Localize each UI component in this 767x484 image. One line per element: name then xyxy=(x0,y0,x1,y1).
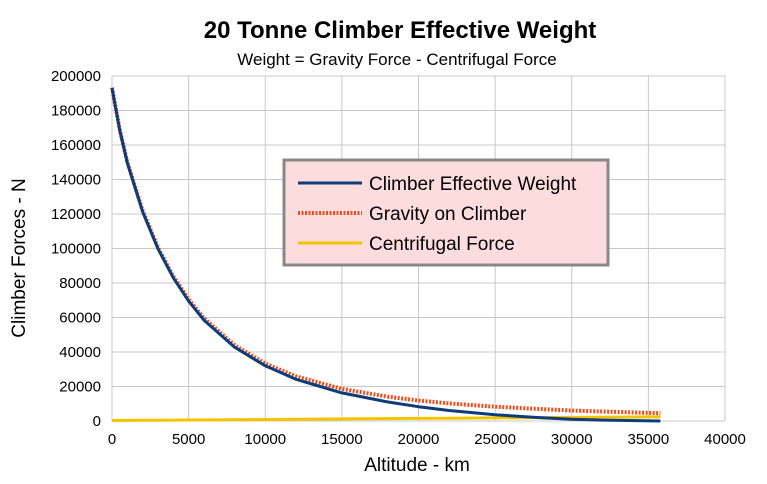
y-tick-label: 140000 xyxy=(51,172,101,189)
y-tick-label: 40000 xyxy=(59,344,101,361)
y-tick-label: 0 xyxy=(93,413,101,430)
y-tick-label: 100000 xyxy=(51,241,101,258)
x-tick-label: 5000 xyxy=(172,431,205,448)
x-tick-label: 30000 xyxy=(551,431,593,448)
y-tick-label: 160000 xyxy=(51,137,101,154)
y-tick-label: 120000 xyxy=(51,206,101,223)
legend-label-centrifugal-force: Centrifugal Force xyxy=(369,234,515,255)
x-tick-label: 35000 xyxy=(628,431,670,448)
x-axis-ticks: 0 5000 10000 15000 20000 25000 30000 35000 40000 xyxy=(108,431,746,448)
legend: Climber Effective Weight Gravity on Clim… xyxy=(282,158,610,267)
x-tick-label: 0 xyxy=(108,431,116,448)
x-axis-label: Altitude - km xyxy=(364,455,470,476)
x-tick-label: 40000 xyxy=(704,431,746,448)
series-line-climber-effective-weight xyxy=(110,87,661,423)
y-axis-ticks: 0 20000 40000 60000 80000 100000 120000 140000 1… xyxy=(51,68,101,430)
x-tick-label: 25000 xyxy=(474,431,516,448)
x-tick-label: 15000 xyxy=(321,431,363,448)
series-group xyxy=(110,87,661,423)
legend-label-climber-effective-weight: Climber Effective Weight xyxy=(369,174,577,195)
y-tick-label: 80000 xyxy=(59,275,101,292)
legend-label-gravity-on-climber: Gravity on Climber xyxy=(369,204,527,225)
x-tick-label: 10000 xyxy=(244,431,286,448)
x-tick-label: 20000 xyxy=(398,431,440,448)
chart-subtitle: Weight = Gravity Force - Centrifugal For… xyxy=(237,50,557,69)
y-tick-label: 200000 xyxy=(51,68,101,85)
chart-title: 20 Tonne Climber Effective Weight xyxy=(204,17,597,44)
y-tick-label: 180000 xyxy=(51,103,101,120)
y-tick-label: 20000 xyxy=(59,379,101,396)
y-tick-label: 60000 xyxy=(59,310,101,327)
y-axis-label: Climber Forces - N xyxy=(9,178,30,337)
